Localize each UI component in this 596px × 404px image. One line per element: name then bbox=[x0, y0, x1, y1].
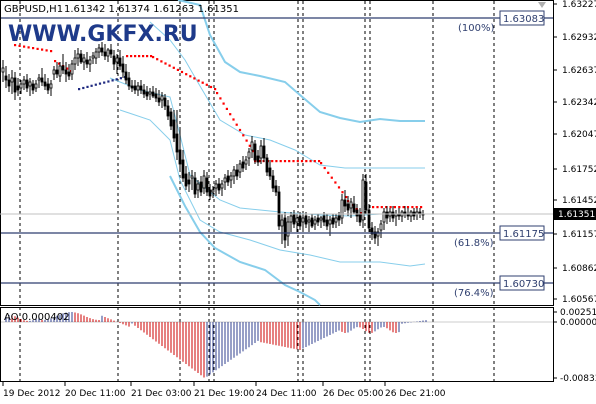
price-axis: 1.63227 1.62932 1.62637 1.62342 1.62047 1.617… bbox=[553, 0, 596, 305]
ao-tick-label: -0.00833 bbox=[560, 374, 596, 384]
watermark-logo: WWW.GKFX.RU bbox=[8, 22, 198, 47]
time-axis: 19 Dec 2012 20 Dec 11:00 21 Dec 03:00 21 De… bbox=[2, 382, 446, 399]
time-tick-label: 26 Dec 05:00 bbox=[323, 389, 384, 399]
fib-price-box bbox=[499, 10, 545, 26]
time-tick-label: 19 Dec 2012 bbox=[3, 389, 61, 399]
ohlc-readout: 1.61342 1.61374 1.61263 1.61351 bbox=[64, 4, 239, 15]
current-price-value: 1.61351 bbox=[558, 210, 595, 220]
price-tick-label: 1.63227 bbox=[562, 0, 596, 10]
time-tick-label: 21 Dec 19:00 bbox=[194, 389, 255, 399]
envelope-bands bbox=[109, 0, 426, 306]
ao-label: AO 0.000402 bbox=[4, 312, 69, 323]
fib-percent-label: (61.8%) bbox=[454, 238, 494, 249]
time-tick-label: 24 Dec 11:00 bbox=[256, 389, 317, 399]
fib-price-label: 1.63083 bbox=[503, 14, 544, 25]
fibonacci-levels[interactable]: (100%) 1.63083 (61.8%) 1.61175 (76.4%) 1.6073… bbox=[1, 10, 553, 299]
price-tick-label: 1.62047 bbox=[562, 130, 596, 140]
time-tick-label: 21 Dec 03:00 bbox=[131, 389, 192, 399]
ao-tick-label: 0.00251 bbox=[560, 308, 596, 318]
price-tick-label: 1.61157 bbox=[562, 230, 596, 240]
chart-shift-arrow-icon[interactable] bbox=[538, 2, 546, 8]
ao-tick-label: 0.00000 bbox=[560, 318, 596, 328]
awesome-oscillator-bars bbox=[1, 312, 553, 378]
time-tick-label: 20 Dec 11:00 bbox=[65, 389, 126, 399]
price-tick-label: 1.62932 bbox=[562, 33, 596, 43]
price-tick-label: 1.60567 bbox=[562, 295, 596, 305]
time-tick-label: 26 Dec 21:00 bbox=[385, 389, 446, 399]
fib-price-label: 1.60730 bbox=[503, 279, 544, 290]
price-candles bbox=[1, 42, 425, 248]
fib-percent-label: (100%) bbox=[458, 23, 494, 34]
current-price-marker bbox=[554, 208, 596, 220]
price-tick-label: 1.60862 bbox=[562, 264, 596, 274]
price-tick-label: 1.61452 bbox=[562, 196, 596, 206]
price-tick-label: 1.62342 bbox=[562, 98, 596, 108]
fib-percent-label: (76.4%) bbox=[454, 288, 494, 299]
fib-price-box bbox=[499, 275, 545, 291]
fib-price-label: 1.61175 bbox=[503, 229, 544, 240]
fib-price-box bbox=[499, 225, 545, 241]
ao-subwindow-frame bbox=[0, 307, 554, 382]
price-tick-label: 1.62637 bbox=[562, 66, 596, 76]
symbol-label: GBPUSD,H1 bbox=[4, 4, 63, 15]
price-tick-label: 1.61752 bbox=[562, 165, 596, 175]
main-chart-frame bbox=[0, 0, 554, 306]
